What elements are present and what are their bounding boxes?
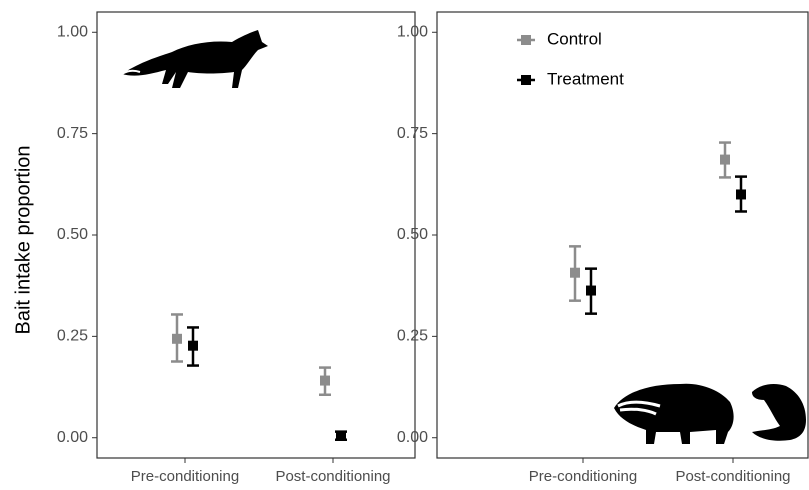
badger-silhouette: [614, 384, 734, 444]
y-tick-label: 0.50: [57, 226, 88, 243]
fox-silhouette: [122, 30, 268, 88]
legend-swatch: [521, 35, 531, 45]
y-tick-label: 0.25: [397, 328, 428, 345]
y-tick-label: 0.00: [57, 429, 88, 446]
page: {"chart_data": [ {"type": "errorpoint", …: [0, 0, 809, 490]
x-tick-label: Post-conditioning: [275, 468, 390, 485]
x-tick-label: Pre-conditioning: [131, 468, 239, 485]
figure: Bait intake proportion 0.00 0.25 0.50 0.75 1…: [0, 0, 809, 490]
point: [586, 286, 596, 296]
marten-silhouette: [752, 384, 806, 441]
y-tick-label: 0.50: [397, 226, 428, 243]
x-tick-label: Post-conditioning: [675, 468, 790, 485]
point: [736, 189, 746, 199]
legend-swatch: [521, 75, 531, 85]
y-tick-label: 0.75: [397, 125, 428, 142]
point: [172, 334, 182, 344]
point: [188, 341, 198, 351]
panel-frame: [97, 12, 415, 458]
point: [320, 376, 330, 386]
y-tick-label: 0.00: [397, 429, 428, 446]
point: [570, 268, 580, 278]
y-tick-label: 1.00: [397, 23, 428, 40]
legend-label: Control: [547, 29, 602, 48]
point: [720, 155, 730, 165]
x-tick-label: Pre-conditioning: [529, 468, 637, 485]
legend-label: Treatment: [547, 69, 624, 88]
y-axis-title: Bait intake proportion: [12, 145, 34, 334]
point: [336, 431, 346, 441]
y-tick-label: 0.25: [57, 328, 88, 345]
y-tick-label: 1.00: [57, 23, 88, 40]
y-tick-label: 0.75: [57, 125, 88, 142]
